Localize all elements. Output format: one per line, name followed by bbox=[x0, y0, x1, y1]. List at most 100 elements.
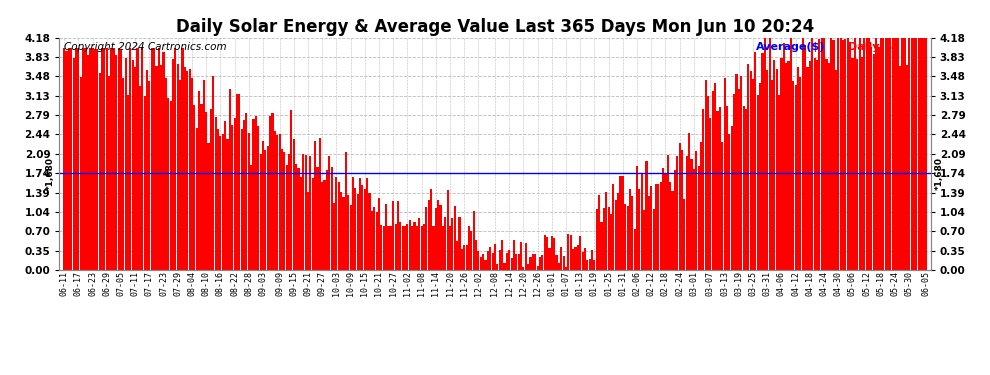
Bar bbox=[799, 76, 802, 270]
Bar bbox=[787, 60, 790, 270]
Bar bbox=[165, 78, 167, 270]
Bar bbox=[496, 264, 498, 270]
Bar bbox=[269, 116, 271, 270]
Bar bbox=[742, 106, 744, 270]
Bar bbox=[305, 155, 307, 270]
Bar bbox=[868, 38, 870, 270]
Bar bbox=[853, 38, 856, 270]
Bar bbox=[428, 200, 430, 270]
Bar bbox=[446, 190, 448, 270]
Bar bbox=[537, 266, 539, 270]
Bar bbox=[392, 201, 394, 270]
Bar bbox=[120, 50, 122, 270]
Bar bbox=[527, 264, 530, 270]
Bar bbox=[804, 45, 806, 270]
Bar bbox=[546, 237, 548, 270]
Bar bbox=[882, 38, 884, 270]
Bar bbox=[127, 95, 129, 270]
Bar bbox=[130, 48, 132, 270]
Bar bbox=[465, 245, 467, 270]
Bar bbox=[314, 141, 316, 270]
Bar bbox=[492, 253, 494, 270]
Bar bbox=[532, 254, 534, 270]
Bar bbox=[445, 217, 446, 270]
Text: *1,680: *1,680 bbox=[47, 157, 55, 190]
Bar bbox=[721, 142, 724, 270]
Bar bbox=[647, 196, 650, 270]
Bar bbox=[125, 58, 127, 270]
Bar bbox=[264, 150, 266, 270]
Bar bbox=[326, 170, 328, 270]
Bar bbox=[234, 118, 236, 270]
Bar bbox=[63, 48, 65, 270]
Bar bbox=[115, 56, 117, 270]
Bar bbox=[458, 217, 460, 270]
Bar bbox=[309, 156, 312, 270]
Bar bbox=[65, 51, 67, 270]
Bar bbox=[639, 189, 641, 270]
Bar bbox=[586, 260, 588, 270]
Bar bbox=[254, 116, 257, 270]
Bar bbox=[562, 256, 564, 270]
Bar bbox=[409, 220, 411, 270]
Bar bbox=[838, 38, 840, 270]
Bar bbox=[899, 66, 901, 270]
Bar bbox=[373, 207, 375, 270]
Bar bbox=[271, 113, 273, 270]
Bar bbox=[752, 80, 754, 270]
Bar bbox=[421, 225, 423, 270]
Bar bbox=[884, 38, 887, 270]
Bar bbox=[501, 240, 503, 270]
Bar bbox=[515, 254, 518, 270]
Bar bbox=[823, 38, 825, 270]
Bar bbox=[108, 76, 110, 270]
Bar bbox=[67, 48, 70, 270]
Bar bbox=[79, 77, 82, 270]
Bar bbox=[913, 38, 915, 270]
Bar bbox=[780, 58, 782, 270]
Bar bbox=[378, 198, 380, 270]
Bar bbox=[482, 254, 484, 270]
Bar bbox=[89, 48, 91, 270]
Bar bbox=[438, 200, 440, 270]
Bar bbox=[729, 134, 731, 270]
Bar bbox=[87, 56, 89, 270]
Bar bbox=[629, 189, 631, 270]
Bar bbox=[683, 199, 685, 270]
Bar bbox=[858, 38, 860, 270]
Bar bbox=[160, 65, 162, 270]
Bar bbox=[200, 104, 203, 270]
Bar bbox=[518, 254, 520, 270]
Bar bbox=[188, 69, 191, 270]
Bar bbox=[363, 189, 366, 270]
Bar bbox=[627, 206, 629, 270]
Bar bbox=[77, 48, 79, 270]
Bar bbox=[179, 80, 181, 270]
Text: Daily($): Daily($) bbox=[847, 42, 897, 52]
Bar bbox=[911, 38, 913, 270]
Bar bbox=[650, 186, 652, 270]
Bar bbox=[329, 156, 331, 270]
Bar bbox=[795, 85, 797, 270]
Bar bbox=[404, 225, 406, 270]
Bar bbox=[761, 53, 763, 270]
Bar bbox=[331, 167, 333, 270]
Text: Average($): Average($) bbox=[756, 42, 826, 52]
Bar bbox=[435, 209, 437, 270]
Bar bbox=[430, 189, 433, 270]
Bar bbox=[809, 61, 811, 270]
Bar bbox=[338, 182, 340, 270]
Bar bbox=[283, 152, 285, 270]
Bar bbox=[896, 38, 899, 270]
Bar bbox=[555, 255, 557, 270]
Bar bbox=[821, 38, 823, 270]
Bar bbox=[453, 206, 455, 270]
Bar bbox=[198, 92, 200, 270]
Bar bbox=[139, 86, 141, 270]
Bar bbox=[324, 180, 326, 270]
Bar bbox=[94, 49, 96, 270]
Bar bbox=[775, 69, 778, 270]
Bar bbox=[174, 48, 176, 270]
Bar bbox=[641, 174, 643, 270]
Bar bbox=[118, 48, 120, 270]
